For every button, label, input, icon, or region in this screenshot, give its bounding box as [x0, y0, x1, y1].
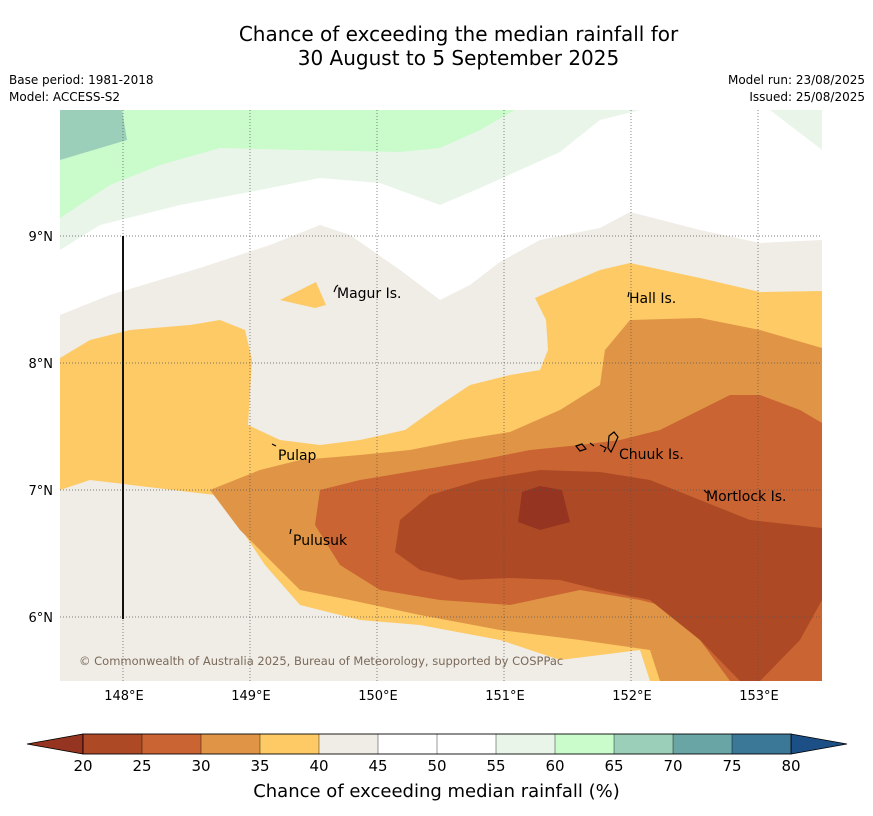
band-20-25: [395, 470, 822, 681]
title-line-2: 30 August to 5 September 2025: [297, 46, 620, 70]
colorbar-label: Chance of exceeding median rainfall (%): [253, 781, 620, 802]
colorbar-segment: [672, 733, 733, 755]
place-pulusuk: Pulusuk: [293, 533, 348, 549]
colorbar-segment: [318, 733, 379, 755]
colorbar-segment: [731, 733, 792, 755]
colorbar-tick-label: 25: [132, 757, 151, 775]
meta-right: Model run: 23/08/2025 Issued: 25/08/2025: [728, 72, 865, 106]
colorbar-tick-label: 45: [368, 757, 387, 775]
colorbar-low-extend: [26, 733, 84, 755]
model-run: Model run: 23/08/2025: [727, 73, 865, 87]
lat-label-9n: 9°N: [29, 230, 54, 245]
colorbar-tick-label: 70: [663, 757, 682, 775]
contour-layers: [60, 110, 822, 681]
meta-left: Base period: 1981-2018 Model: ACCESS-S2: [9, 72, 154, 106]
colorbar-tick-label: 50: [427, 757, 446, 775]
colorbar-segment: [436, 733, 497, 755]
lon-label-153e: 153°E: [739, 689, 779, 704]
title-line-1: Chance of exceeding the median rainfall …: [238, 22, 679, 46]
place-magur: Magur Is.: [337, 286, 402, 302]
band-below-20: [518, 486, 570, 530]
colorbar-segment: [377, 733, 438, 755]
lon-label-149e: 149°E: [231, 689, 271, 704]
colorbar-segment: [495, 733, 556, 755]
place-hall: Hall Is.: [629, 291, 676, 307]
colorbar: 20 25 30 35 40 45 50 55 60 65 70 75 80: [26, 733, 848, 775]
lat-label-7n: 7°N: [29, 484, 54, 499]
colorbar-segment: [259, 733, 320, 755]
gridlines: [60, 110, 822, 681]
colorbar-tick-label: 40: [309, 757, 328, 775]
model-name: Model: ACCESS-S2: [9, 90, 121, 104]
colorbar-tick-label: 75: [722, 757, 741, 775]
colorbar-tick-label: 35: [250, 757, 269, 775]
island-outlines: [271, 284, 708, 535]
lon-label-150e: 150°E: [358, 689, 398, 704]
colorbar-segment: [82, 733, 143, 755]
colorbar-high-extend: [790, 733, 848, 755]
colorbar-outline: [82, 733, 792, 755]
map-title: Chance of exceeding the median rainfall …: [0, 22, 873, 70]
place-pulap: Pulap: [278, 448, 317, 464]
place-chuuk: Chuuk Is.: [619, 447, 684, 463]
colorbar-segment: [141, 733, 202, 755]
colorbar-tick-label: 65: [604, 757, 623, 775]
place-mortlock: Mortlock Is.: [706, 489, 786, 505]
colorbar-tick-label: 55: [486, 757, 505, 775]
colorbar-segment: [554, 733, 615, 755]
colorbar-segment: [200, 733, 261, 755]
lat-label-8n: 8°N: [29, 357, 54, 372]
colorbar-tick-label: 20: [73, 757, 92, 775]
band-35-40-patch: [280, 282, 326, 308]
colorbar-tick-label: 60: [545, 757, 564, 775]
copyright-note: © Commonwealth of Australia 2025, Bureau…: [79, 654, 563, 668]
issued-date: Issued: 25/08/2025: [749, 90, 865, 104]
lat-label-6n: 6°N: [29, 611, 54, 626]
base-period: Base period: 1981-2018: [9, 73, 154, 87]
lon-label-152e: 152°E: [612, 689, 652, 704]
colorbar-tick-label: 30: [191, 757, 210, 775]
lon-label-151e: 151°E: [485, 689, 525, 704]
colorbar-segment: [613, 733, 674, 755]
lon-label-148e: 148°E: [104, 689, 144, 704]
colorbar-tick-label: 80: [781, 757, 800, 775]
